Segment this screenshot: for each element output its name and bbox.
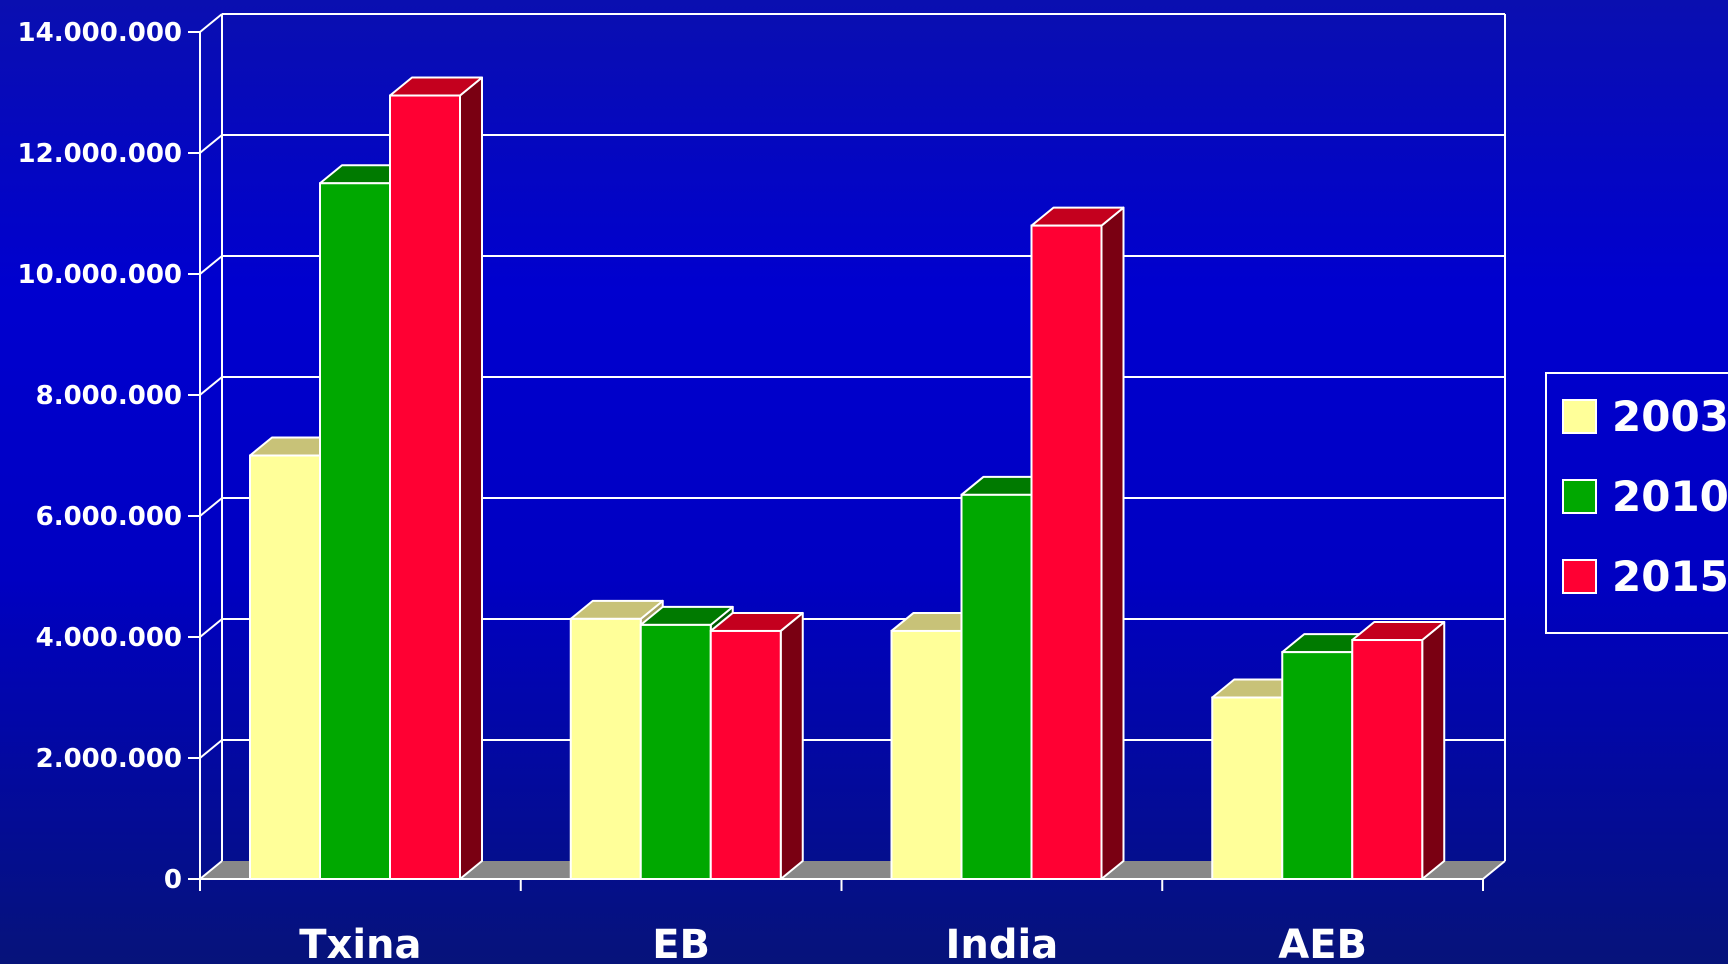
legend-label-2015: 2015 xyxy=(1612,552,1728,601)
gridline-side xyxy=(199,618,223,638)
legend-swatch-2003 xyxy=(1562,399,1597,434)
bar-eb-2015 xyxy=(709,611,804,881)
legend-swatch-2015 xyxy=(1562,559,1597,594)
bar-front xyxy=(569,617,642,880)
gridline-side xyxy=(199,497,223,517)
y-tick-label: 2.000.000 xyxy=(36,744,182,774)
gridline-side xyxy=(199,134,223,154)
bar-aeb-2015 xyxy=(1351,621,1446,881)
y-tick-label: 4.000.000 xyxy=(36,623,182,653)
legend-swatch-2010 xyxy=(1562,479,1597,514)
bar-side xyxy=(1100,206,1125,880)
bar-front xyxy=(389,94,461,880)
bar-front xyxy=(890,629,963,881)
bars xyxy=(249,76,1446,881)
bar-side xyxy=(779,611,804,880)
x-category-label: AEB xyxy=(1278,922,1367,964)
legend: 2003 2010 2015 xyxy=(1545,372,1728,634)
floor-right-edge xyxy=(1482,860,1506,880)
bar-front xyxy=(639,623,712,881)
bar-india-2015 xyxy=(1030,206,1125,881)
legend-label-2010: 2010 xyxy=(1612,472,1728,521)
axis-labels: 0 2.000.000 4.000.000 6.000.000 8.000.000 10.… xyxy=(18,18,1368,964)
bar-front xyxy=(1211,696,1284,880)
bar-side xyxy=(459,76,483,880)
chart-floor-plane xyxy=(200,861,1505,879)
chart-floor xyxy=(200,861,1505,879)
bar-front xyxy=(1030,224,1103,881)
y-tick-label: 6.000.000 xyxy=(36,502,182,532)
bar-front xyxy=(1281,651,1354,880)
bar-front xyxy=(319,182,391,880)
gridline-side xyxy=(199,376,223,396)
y-tick-label: 14.000.000 xyxy=(18,18,182,48)
legend-label-2003: 2003 xyxy=(1612,392,1728,441)
y-tick-label: 12.000.000 xyxy=(18,139,182,169)
legend-box xyxy=(1545,372,1728,634)
gridline-side xyxy=(199,13,223,33)
bar-txina-2015 xyxy=(389,76,483,880)
x-category-label: India xyxy=(946,922,1059,964)
y-tick-label: 10.000.000 xyxy=(18,260,182,290)
x-category-label: Txina xyxy=(299,922,421,964)
bar-front xyxy=(249,454,321,880)
gridline-side xyxy=(199,255,223,275)
bar-front xyxy=(709,629,782,881)
bar-front xyxy=(1351,639,1424,881)
gridline-side xyxy=(199,739,223,759)
bar-front xyxy=(960,493,1033,880)
y-tick-label: 0 xyxy=(164,865,182,895)
bar-side xyxy=(1421,621,1446,880)
x-category-label: EB xyxy=(652,922,710,964)
y-tick-label: 8.000.000 xyxy=(36,381,182,411)
gridline-side xyxy=(199,860,223,880)
